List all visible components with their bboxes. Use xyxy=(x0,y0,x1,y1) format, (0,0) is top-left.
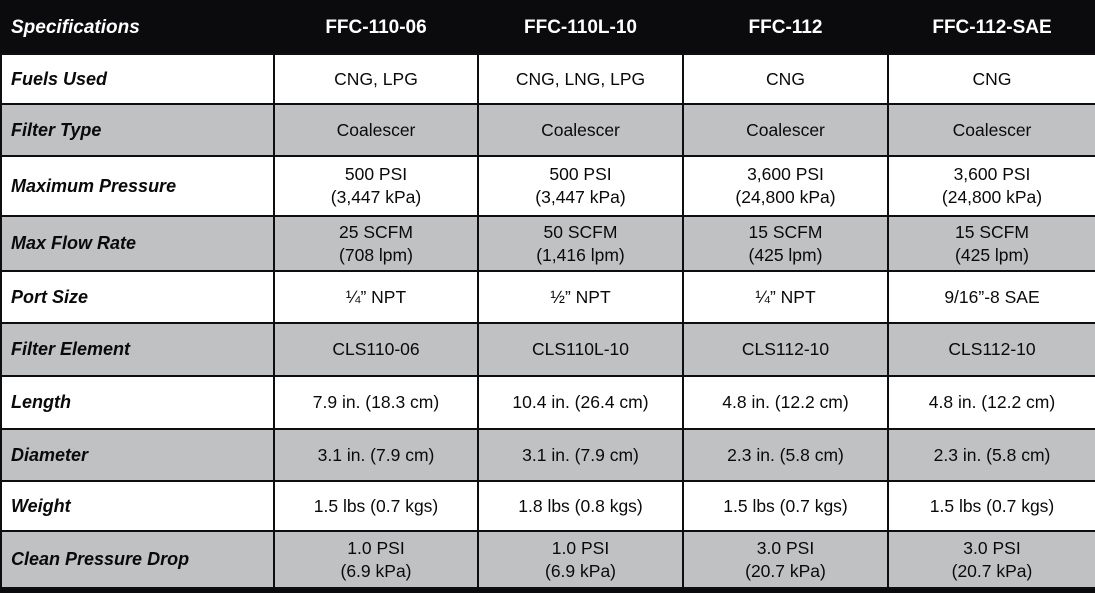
row-label: Max Flow Rate xyxy=(0,215,275,272)
cell: 25 SCFM (708 lpm) xyxy=(273,215,479,272)
cell: CNG, LPG xyxy=(273,53,479,105)
table-bottom-edge xyxy=(0,589,1095,593)
cell: 3.1 in. (7.9 cm) xyxy=(273,428,479,482)
row-label: Filter Type xyxy=(0,103,275,157)
cell: CNG xyxy=(682,53,889,105)
cell: 10.4 in. (26.4 cm) xyxy=(477,375,684,430)
cell: ¼” NPT xyxy=(682,270,889,324)
cell: 15 SCFM (425 lpm) xyxy=(682,215,889,272)
row-label: Length xyxy=(0,375,275,430)
cell: 1.0 PSI (6.9 kPa) xyxy=(477,530,684,589)
row-label: Fuels Used xyxy=(0,53,275,105)
header-col-ffc-112-sae: FFC-112-SAE xyxy=(887,0,1095,55)
header-col-ffc-110l-10: FFC-110L-10 xyxy=(477,0,684,55)
cell: 9/16”-8 SAE xyxy=(887,270,1095,324)
cell: CLS110-06 xyxy=(273,322,479,377)
table-row-diameter: Diameter 3.1 in. (7.9 cm) 3.1 in. (7.9 c… xyxy=(0,428,1095,482)
cell: 4.8 in. (12.2 cm) xyxy=(682,375,889,430)
row-label: Clean Pressure Drop xyxy=(0,530,275,589)
cell: 1.0 PSI (6.9 kPa) xyxy=(273,530,479,589)
cell: 4.8 in. (12.2 cm) xyxy=(887,375,1095,430)
row-label: Diameter xyxy=(0,428,275,482)
cell: CNG xyxy=(887,53,1095,105)
cell: 3.0 PSI (20.7 kPa) xyxy=(887,530,1095,589)
cell: 15 SCFM (425 lpm) xyxy=(887,215,1095,272)
cell: 7.9 in. (18.3 cm) xyxy=(273,375,479,430)
cell: ¼” NPT xyxy=(273,270,479,324)
cell: CLS112-10 xyxy=(682,322,889,377)
table-header-row: Specifications FFC-110-06 FFC-110L-10 FF… xyxy=(0,0,1095,55)
table-row-fuels-used: Fuels Used CNG, LPG CNG, LNG, LPG CNG CN… xyxy=(0,53,1095,105)
table-row-port-size: Port Size ¼” NPT ½” NPT ¼” NPT 9/16”-8 S… xyxy=(0,270,1095,324)
table-row-filter-type: Filter Type Coalescer Coalescer Coalesce… xyxy=(0,103,1095,157)
cell: 1.5 lbs (0.7 kgs) xyxy=(682,480,889,532)
row-label: Filter Element xyxy=(0,322,275,377)
cell: Coalescer xyxy=(887,103,1095,157)
table-row-length: Length 7.9 in. (18.3 cm) 10.4 in. (26.4 … xyxy=(0,375,1095,430)
cell: 1.5 lbs (0.7 kgs) xyxy=(273,480,479,532)
cell: 2.3 in. (5.8 cm) xyxy=(682,428,889,482)
cell: 1.5 lbs (0.7 kgs) xyxy=(887,480,1095,532)
cell: CLS112-10 xyxy=(887,322,1095,377)
row-label: Maximum Pressure xyxy=(0,155,275,217)
cell: 2.3 in. (5.8 cm) xyxy=(887,428,1095,482)
table-row-max-flow-rate: Max Flow Rate 25 SCFM (708 lpm) 50 SCFM … xyxy=(0,215,1095,272)
cell: 1.8 lbs (0.8 kgs) xyxy=(477,480,684,532)
cell: Coalescer xyxy=(273,103,479,157)
cell: 3,600 PSI (24,800 kPa) xyxy=(682,155,889,217)
cell: 3.1 in. (7.9 cm) xyxy=(477,428,684,482)
cell: 500 PSI (3,447 kPa) xyxy=(477,155,684,217)
row-label: Weight xyxy=(0,480,275,532)
cell: 500 PSI (3,447 kPa) xyxy=(273,155,479,217)
header-col-ffc-110-06: FFC-110-06 xyxy=(273,0,479,55)
cell: CNG, LNG, LPG xyxy=(477,53,684,105)
table-row-filter-element: Filter Element CLS110-06 CLS110L-10 CLS1… xyxy=(0,322,1095,377)
header-col-ffc-112: FFC-112 xyxy=(682,0,889,55)
cell: ½” NPT xyxy=(477,270,684,324)
cell: 3,600 PSI (24,800 kPa) xyxy=(887,155,1095,217)
table-row-clean-pressure-drop: Clean Pressure Drop 1.0 PSI (6.9 kPa) 1.… xyxy=(0,530,1095,589)
row-label: Port Size xyxy=(0,270,275,324)
table-row-weight: Weight 1.5 lbs (0.7 kgs) 1.8 lbs (0.8 kg… xyxy=(0,480,1095,532)
header-specifications: Specifications xyxy=(0,0,275,55)
table-row-maximum-pressure: Maximum Pressure 500 PSI (3,447 kPa) 500… xyxy=(0,155,1095,217)
cell: 50 SCFM (1,416 lpm) xyxy=(477,215,684,272)
cell: Coalescer xyxy=(682,103,889,157)
cell: Coalescer xyxy=(477,103,684,157)
cell: CLS110L-10 xyxy=(477,322,684,377)
cell: 3.0 PSI (20.7 kPa) xyxy=(682,530,889,589)
